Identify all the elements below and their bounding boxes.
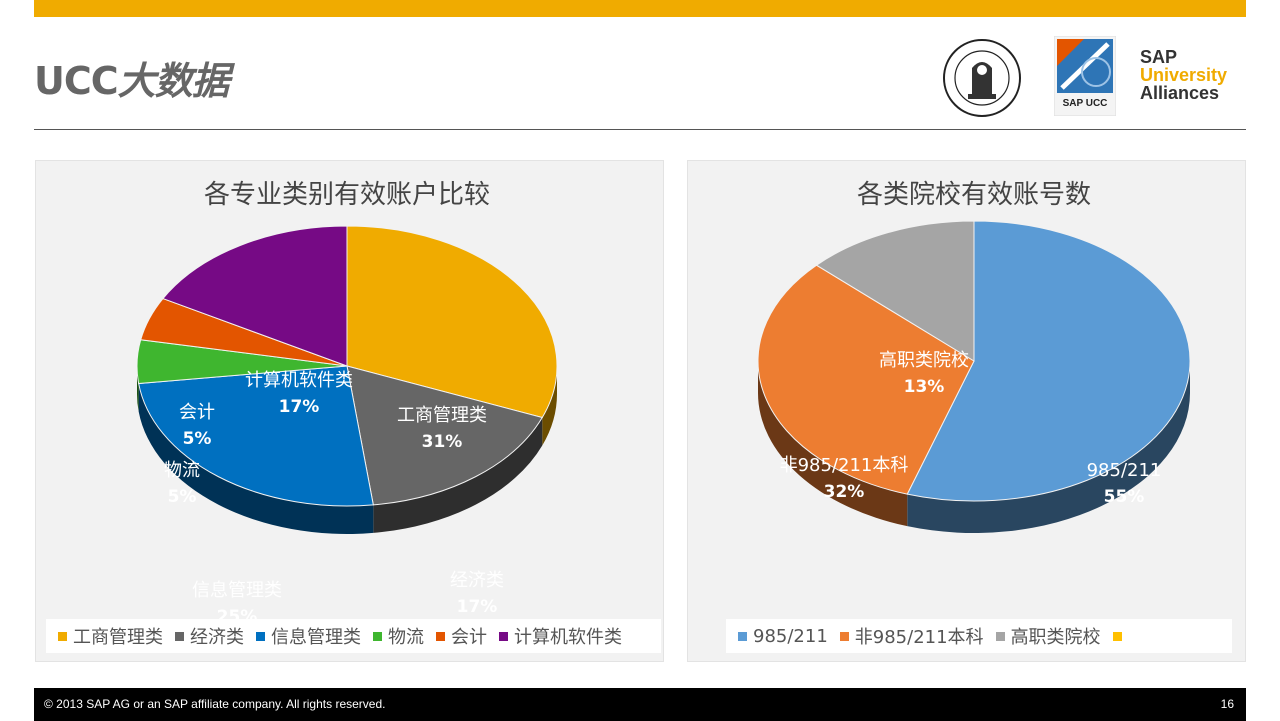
chart-title: 各类院校有效账号数: [857, 180, 1091, 210]
legend-swatch: [373, 631, 382, 641]
sap-ua-line2: University: [1140, 65, 1228, 85]
slice-value-label: 5%: [168, 487, 197, 507]
slice-label: 计算机软件类: [245, 370, 353, 391]
pie-slice: [346, 365, 544, 506]
legend-label: 信息管理类: [271, 627, 361, 648]
legend-item: 物流: [373, 623, 424, 649]
pie-slice: [757, 264, 975, 495]
title-cn: 大数据: [117, 59, 230, 103]
slice-value-label: 32%: [824, 482, 865, 502]
pie-chart-majors: 各专业类别有效账户比较工商管理类31%经济类17%信息管理类25%物流5%会计5…: [136, 180, 558, 627]
legend-label: 工商管理类: [73, 627, 163, 648]
slice-label: 工商管理类: [397, 405, 487, 426]
slice-label: 非985/211本科: [780, 455, 909, 476]
pie-slice: [906, 220, 1191, 502]
legend-swatch: [499, 631, 508, 641]
legend-swatch: [1112, 631, 1122, 641]
slice-label: 信息管理类: [192, 580, 282, 601]
sap-ua-line1: SAP: [1140, 47, 1178, 67]
legend-swatch: [839, 631, 849, 641]
legend-item: [1112, 631, 1128, 641]
chart-title: 各专业类别有效账户比较: [204, 180, 490, 210]
pie-slice: [346, 225, 558, 419]
legend-item: 高职类院校: [995, 623, 1101, 649]
legend-label: 计算机软件类: [514, 627, 622, 648]
slice-value-label: 5%: [183, 429, 212, 449]
legend-schools: 985/211 非985/211本科 高职类院校: [726, 619, 1232, 653]
legend-item: 计算机软件类: [499, 623, 622, 649]
legend-label: 高职类院校: [1010, 627, 1101, 648]
pie-slice: [162, 225, 348, 367]
footer-bar: © 2013 SAP AG or an SAP affiliate compan…: [34, 688, 1246, 721]
slice-value-label: 55%: [1104, 487, 1145, 507]
legend-swatch: [738, 631, 747, 641]
slice-label: 物流: [164, 460, 200, 481]
pie-side-1: [907, 361, 1190, 533]
slice-value-label: 17%: [457, 597, 498, 617]
legend-swatch: [58, 631, 67, 641]
legend-item: 非985/211本科: [839, 623, 984, 649]
legend-majors: 工商管理类 经济类 信息管理类 物流 会计 计算机软件类: [46, 619, 661, 653]
pie-side-0: [138, 383, 374, 534]
slice-label: 高职类院校: [879, 350, 969, 371]
slice-label: 985/211: [1087, 460, 1162, 481]
pie-slice: [138, 365, 374, 507]
pie-side-walls: [758, 361, 1190, 533]
legend-label: 985/211: [753, 625, 828, 647]
legend-label: 非985/211本科: [854, 627, 984, 648]
slice-value-label: 31%: [422, 432, 463, 452]
sap-ucc-logo: SAP UCC: [1054, 36, 1116, 116]
sap-ua-line3: Alliances: [1140, 83, 1220, 103]
pie-slice: [815, 220, 975, 362]
chart-panel-schools: 各类院校有效账号数 985/211 55% 非985/211本科 32% 高职类院校 13%…: [687, 160, 1246, 662]
legend-label: 会计: [451, 627, 487, 648]
slice-label: 会计: [179, 402, 215, 423]
legend-item: 工商管理类: [58, 623, 163, 649]
pie-chart-schools: 各类院校有效账号数 985/211 55% 非985/211本科 32% 高职类院校 13%: [757, 180, 1191, 533]
legend-label: 物流: [388, 627, 424, 648]
legend-item: 信息管理类: [256, 623, 361, 649]
slice-label: 经济类: [450, 570, 504, 591]
title-latin: UCC: [34, 59, 119, 103]
title-divider: [34, 129, 1246, 130]
legend-swatch: [436, 631, 445, 641]
pie-side-walls: [137, 366, 557, 534]
legend-swatch: [256, 631, 265, 641]
ucc-logo-text: SAP UCC: [1063, 98, 1108, 109]
legend-item: 经济类: [175, 623, 244, 649]
top-accent-bar: [34, 0, 1246, 17]
sap-university-alliances-logo: SAP University Alliances: [1140, 48, 1227, 102]
legend-item: 985/211: [738, 626, 828, 647]
legend-swatch: [995, 631, 1005, 641]
legend-item: 会计: [436, 623, 487, 649]
page-number: 16: [1220, 697, 1234, 711]
slice-value-label: 17%: [279, 397, 320, 417]
slide-title: UCC大数据: [34, 50, 230, 105]
slice-value-label: 13%: [904, 377, 945, 397]
pie-side-0: [373, 417, 543, 533]
legend-swatch: [175, 631, 184, 641]
chart-panel-majors: 各专业类别有效账户比较 工商管理类 31% 经济类 17% 信息管理类 25% 物流 5% 会计 5…: [35, 160, 664, 662]
footer-copyright: © 2013 SAP AG or an SAP affiliate compan…: [44, 697, 386, 711]
pie-side-1: [758, 361, 908, 527]
legend-label: 经济类: [190, 627, 244, 648]
university-seal-icon: [943, 39, 1021, 117]
pie-side-0: [542, 366, 557, 446]
